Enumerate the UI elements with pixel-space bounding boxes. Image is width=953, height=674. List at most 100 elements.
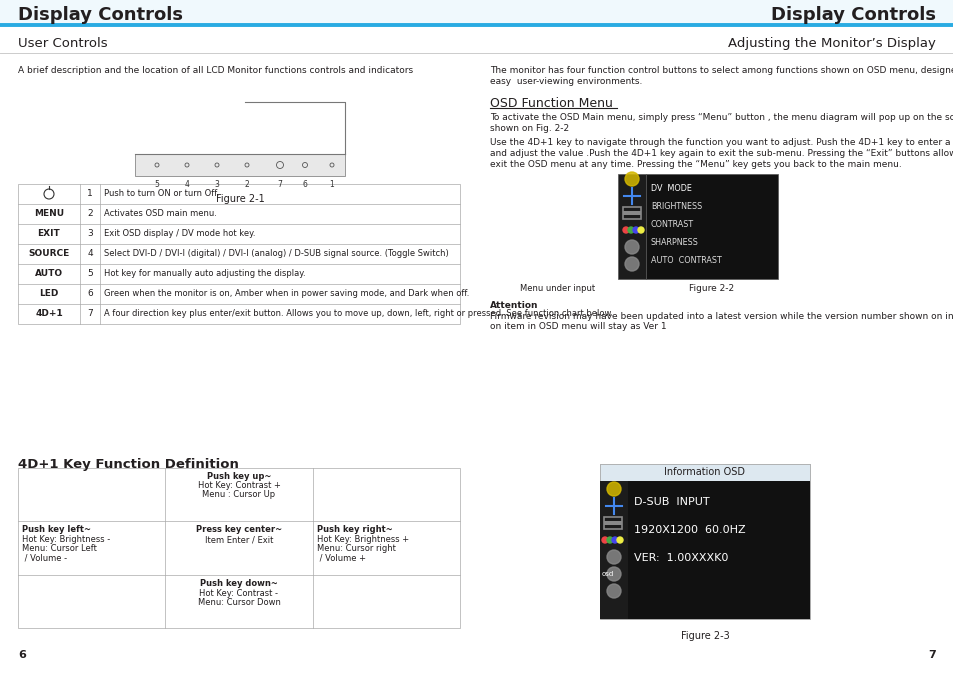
Text: AUTO  CONTRAST: AUTO CONTRAST <box>650 256 721 265</box>
Text: Attention: Attention <box>490 301 537 310</box>
Text: 6: 6 <box>302 180 307 189</box>
Text: 6: 6 <box>87 290 92 299</box>
Text: CONTRAST: CONTRAST <box>650 220 694 229</box>
Circle shape <box>606 584 620 598</box>
Text: Press key center~: Press key center~ <box>195 525 282 534</box>
Text: LED: LED <box>39 290 59 299</box>
Text: Push key down~: Push key down~ <box>200 579 277 588</box>
Text: osd: osd <box>601 571 614 577</box>
Bar <box>135 154 345 176</box>
Text: Hot key for manually auto adjusting the display.: Hot key for manually auto adjusting the … <box>104 270 305 278</box>
Text: Push to turn ON or turn Off.: Push to turn ON or turn Off. <box>104 189 219 199</box>
Circle shape <box>606 537 613 543</box>
Text: Information OSD: Information OSD <box>664 467 744 477</box>
Text: Adjusting the Monitor’s Display: Adjusting the Monitor’s Display <box>727 37 935 50</box>
Bar <box>599 481 627 619</box>
Bar <box>622 211 640 215</box>
Text: 1920X1200  60.0HZ: 1920X1200 60.0HZ <box>634 525 745 535</box>
Text: A brief description and the location of all LCD Monitor functions controls and i: A brief description and the location of … <box>18 66 413 75</box>
Text: Menu : Cursor Up: Menu : Cursor Up <box>202 490 275 499</box>
Text: Display Controls: Display Controls <box>18 6 183 24</box>
Text: To activate the OSD Main menu, simply press “Menu” button , the menu diagram wil: To activate the OSD Main menu, simply pr… <box>490 113 953 122</box>
Text: 5: 5 <box>154 180 159 189</box>
Circle shape <box>624 257 639 271</box>
Bar <box>622 207 640 219</box>
Bar <box>599 464 809 619</box>
Text: Push key right~: Push key right~ <box>316 525 392 534</box>
Text: Menu: Cursor Left: Menu: Cursor Left <box>22 545 97 553</box>
Bar <box>645 174 778 279</box>
Bar <box>599 464 809 481</box>
Circle shape <box>612 537 618 543</box>
Text: The monitor has four function control buttons to select among functions shown on: The monitor has four function control bu… <box>490 66 953 75</box>
Text: Hot Key: Brightness -: Hot Key: Brightness - <box>22 535 111 545</box>
Text: 2: 2 <box>244 180 249 189</box>
Text: 7: 7 <box>927 650 935 660</box>
Text: Push key up~: Push key up~ <box>207 472 271 481</box>
Text: / Volume -: / Volume - <box>22 553 67 562</box>
Text: Figure 2-2: Figure 2-2 <box>689 284 734 293</box>
Text: shown on Fig. 2-2: shown on Fig. 2-2 <box>490 124 569 133</box>
Text: 1: 1 <box>87 189 92 199</box>
Text: on item in OSD menu will stay as Ver 1: on item in OSD menu will stay as Ver 1 <box>490 322 666 331</box>
Text: BRIGHTNESS: BRIGHTNESS <box>650 202 701 211</box>
Bar <box>627 481 809 619</box>
Circle shape <box>606 567 620 581</box>
Text: 1: 1 <box>330 180 334 189</box>
Text: SHARPNESS: SHARPNESS <box>650 238 699 247</box>
Text: VER:  1.00XXXK0: VER: 1.00XXXK0 <box>634 553 727 563</box>
Text: 4: 4 <box>184 180 190 189</box>
Text: 2: 2 <box>87 210 92 218</box>
Circle shape <box>624 172 639 186</box>
Text: 4D+1 Key Function Definition: 4D+1 Key Function Definition <box>18 458 238 471</box>
Circle shape <box>601 537 607 543</box>
Text: / Volume +: / Volume + <box>316 553 365 562</box>
Circle shape <box>606 550 620 564</box>
Text: Use the 4D+1 key to navigate through the function you want to adjust. Push the 4: Use the 4D+1 key to navigate through the… <box>490 138 953 147</box>
Text: A four direction key plus enter/exit button. Allows you to move up, down, left, : A four direction key plus enter/exit but… <box>104 309 613 319</box>
Circle shape <box>633 227 639 233</box>
Text: Hot Key: Brightness +: Hot Key: Brightness + <box>316 535 409 545</box>
Circle shape <box>627 227 634 233</box>
Circle shape <box>606 482 620 496</box>
Text: 3: 3 <box>87 230 92 239</box>
Circle shape <box>617 537 622 543</box>
Text: exit the OSD menu at any time. Pressing the “Menu” key gets you back to the main: exit the OSD menu at any time. Pressing … <box>490 160 901 169</box>
Text: Push key left~: Push key left~ <box>22 525 91 534</box>
Text: Display Controls: Display Controls <box>770 6 935 24</box>
Text: MENU: MENU <box>34 210 64 218</box>
Text: Item Enter / Exit: Item Enter / Exit <box>205 535 273 545</box>
Text: Figure 2-3: Figure 2-3 <box>679 631 729 641</box>
Text: Select DVI-D / DVI-I (digital) / DVI-I (analog) / D-SUB signal source. (Toggle S: Select DVI-D / DVI-I (digital) / DVI-I (… <box>104 249 448 259</box>
Text: Green when the monitor is on, Amber when in power saving mode, and Dark when off: Green when the monitor is on, Amber when… <box>104 290 469 299</box>
Text: easy  user-viewing environments.: easy user-viewing environments. <box>490 77 641 86</box>
Text: Exit OSD display / DV mode hot key.: Exit OSD display / DV mode hot key. <box>104 230 255 239</box>
Text: 5: 5 <box>87 270 92 278</box>
Bar <box>0 0 953 24</box>
Text: User Controls: User Controls <box>18 37 108 50</box>
Text: 4: 4 <box>87 249 92 259</box>
Bar <box>603 517 621 529</box>
Circle shape <box>638 227 643 233</box>
Circle shape <box>622 227 628 233</box>
Text: EXIT: EXIT <box>37 230 60 239</box>
Text: Menu under input: Menu under input <box>519 284 595 293</box>
Text: 7: 7 <box>87 309 92 319</box>
Text: Menu: Cursor right: Menu: Cursor right <box>316 545 395 553</box>
Text: 7: 7 <box>277 180 282 189</box>
Text: 4D+1: 4D+1 <box>35 309 63 319</box>
Text: SOURCE: SOURCE <box>29 249 70 259</box>
Text: Figure 2-1: Figure 2-1 <box>215 194 264 204</box>
Bar <box>18 468 459 628</box>
Text: Hot Key: Contrast -: Hot Key: Contrast - <box>199 588 278 598</box>
Text: Firmware revision may have been updated into a latest version while the version : Firmware revision may have been updated … <box>490 312 953 321</box>
Text: DV  MODE: DV MODE <box>650 184 691 193</box>
Text: D-SUB  INPUT: D-SUB INPUT <box>634 497 709 507</box>
Bar <box>18 184 459 324</box>
Text: AUTO: AUTO <box>35 270 63 278</box>
Text: Activates OSD main menu.: Activates OSD main menu. <box>104 210 216 218</box>
Text: Menu: Cursor Down: Menu: Cursor Down <box>197 598 280 607</box>
Text: OSD Function Menu: OSD Function Menu <box>490 97 612 110</box>
Bar <box>618 174 645 279</box>
Text: and adjust the value .Push the 4D+1 key again to exit the sub-menu. Pressing the: and adjust the value .Push the 4D+1 key … <box>490 149 953 158</box>
